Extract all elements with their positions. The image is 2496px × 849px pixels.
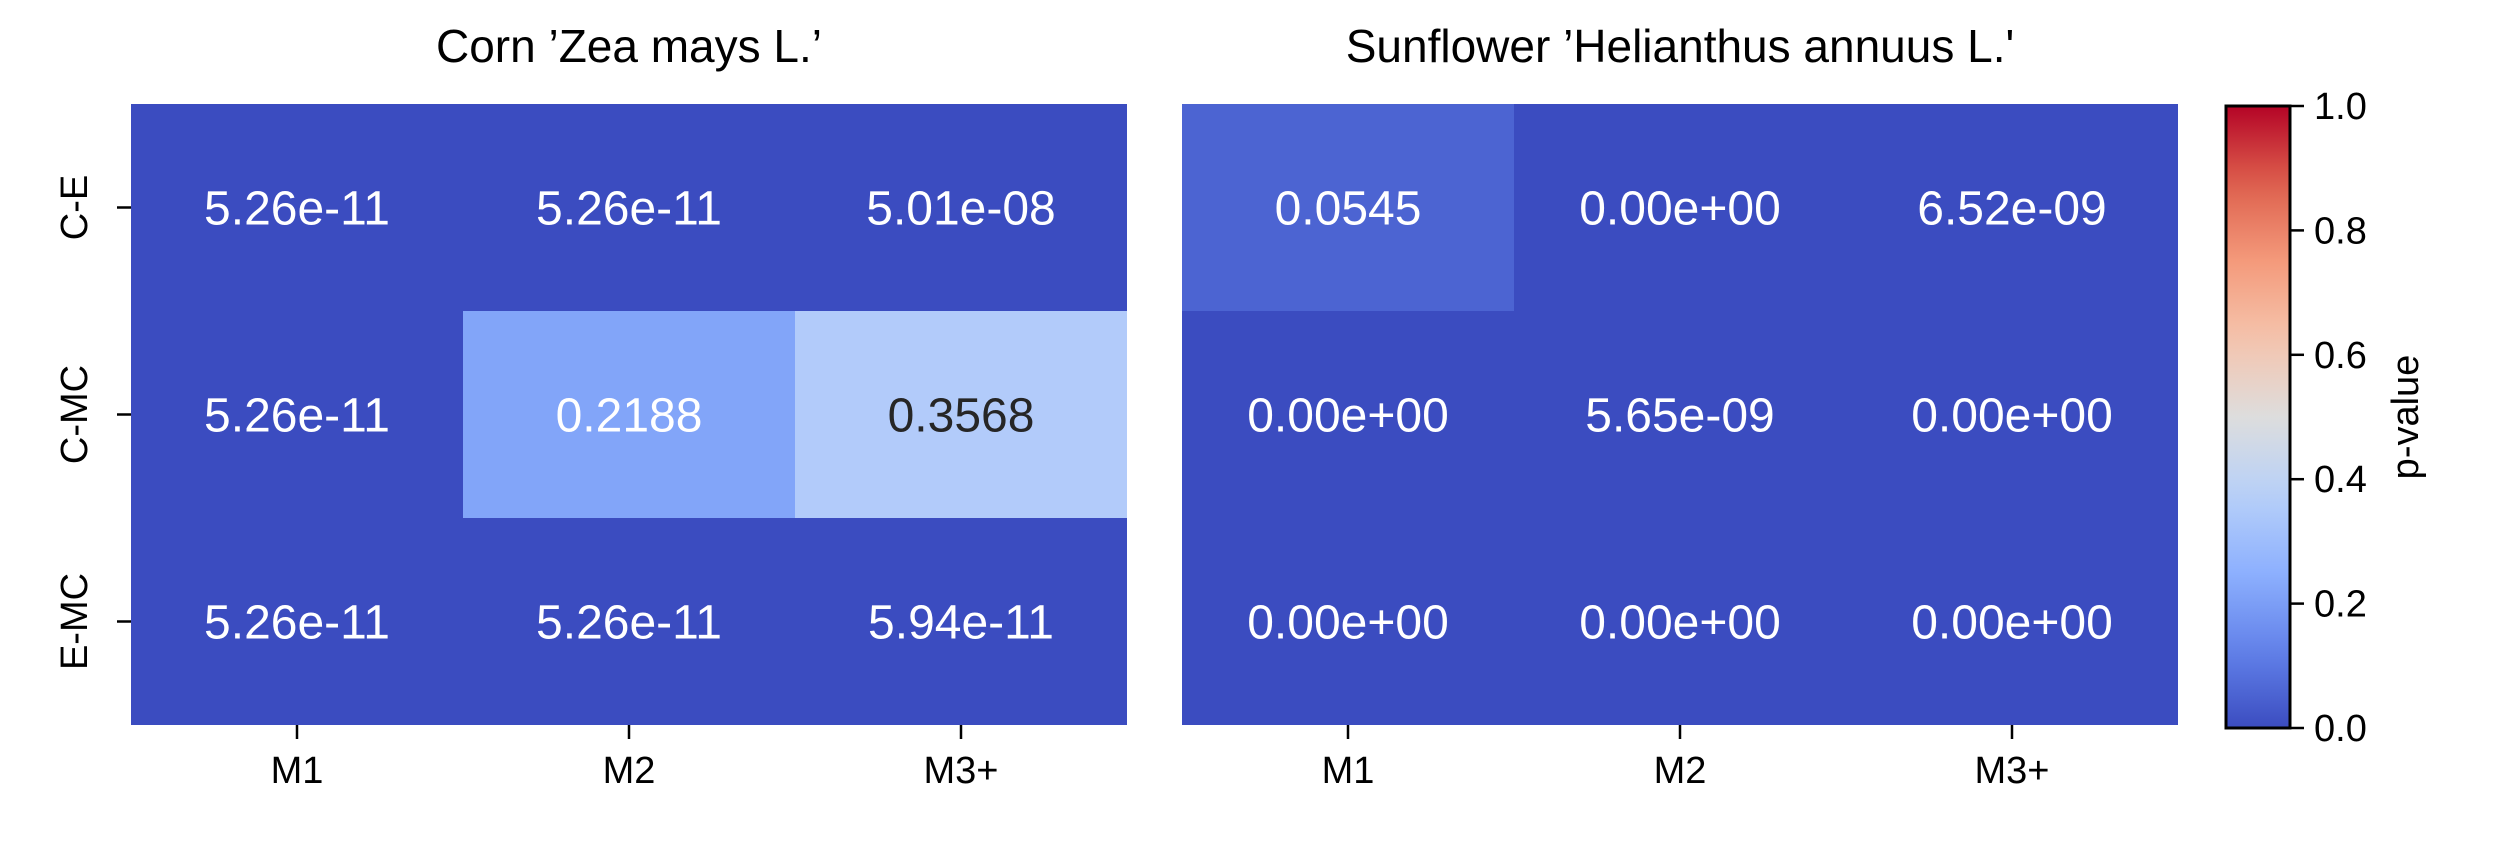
- heatmap-cell: [1514, 311, 1846, 518]
- heatmap-cell: [1182, 104, 1514, 311]
- heatmap-cell: [131, 311, 463, 518]
- cell-annotation: 0.2188: [556, 390, 703, 443]
- x-tick-label: M3+: [924, 750, 999, 792]
- colorbar-tick-label: 0.4: [2314, 459, 2367, 501]
- heatmap-cell: [795, 518, 1127, 725]
- colorbar-tick-label: 1.0: [2314, 86, 2367, 128]
- cell-annotation: 5.26e-11: [536, 597, 722, 650]
- heatmap-cell: [463, 104, 795, 311]
- cell-annotation: 5.26e-11: [204, 183, 390, 236]
- x-tick-label: M2: [603, 750, 656, 792]
- colorbar-label: p-value: [2385, 355, 2427, 480]
- heatmap-cell: [795, 104, 1127, 311]
- colorbar-tick-label: 0.6: [2314, 335, 2367, 377]
- colorbar-gradient: [2226, 106, 2290, 728]
- cell-annotation: 5.26e-11: [204, 390, 390, 443]
- heatmap-cell: [1514, 104, 1846, 311]
- colorbar-frame: [2224, 104, 2292, 730]
- y-tick-label: C-MC: [54, 365, 96, 464]
- cell-annotation: 5.65e-09: [1585, 390, 1775, 443]
- colorbar: 0.0 0.2 0.4 0.6 0.8 1.0 p-value: [2224, 86, 2427, 750]
- cell-annotation: 0.00e+00: [1911, 597, 2113, 650]
- heatmap-cell: [1846, 518, 2178, 725]
- heatmap-cell: [795, 311, 1127, 518]
- cell-annotation: 5.01e-08: [866, 183, 1056, 236]
- colorbar-tick-label: 0.2: [2314, 584, 2367, 626]
- heatmap-cell: [131, 518, 463, 725]
- cell-annotation: 5.26e-11: [536, 183, 722, 236]
- panel-title: Corn ’Zea mays L.’: [436, 20, 822, 72]
- heatmap-cell: [131, 104, 463, 311]
- x-tick-label: M1: [1322, 750, 1375, 792]
- heatmap-cell: [1514, 518, 1846, 725]
- cell-annotation: 0.00e+00: [1579, 183, 1781, 236]
- heatmap-cell: [463, 311, 795, 518]
- heatmap-cell: [1846, 104, 2178, 311]
- heatmap-cell: [1846, 311, 2178, 518]
- cell-annotation: 6.52e-09: [1917, 183, 2107, 236]
- heatmap-panel-2: Sunflower ’Helianthus annuus L.' 0.0545 0.…: [1182, 20, 2178, 792]
- cell-annotation: 5.26e-11: [204, 597, 390, 650]
- y-tick-label: E-MC: [54, 573, 96, 670]
- colorbar-tick-label: 0.0: [2314, 708, 2367, 750]
- y-tick-label: C-E: [54, 175, 96, 240]
- heatmap-panel-1: Corn ’Zea mays L.’ 5.26e-11 5.26e-11 5.01e-…: [54, 20, 1127, 792]
- x-tick-label: M3+: [1975, 750, 2050, 792]
- cell-annotation: 0.00e+00: [1247, 390, 1449, 443]
- heatmap-cell: [463, 518, 795, 725]
- x-tick-label: M1: [271, 750, 324, 792]
- cell-annotation: 0.0545: [1275, 183, 1422, 236]
- cell-annotation: 0.00e+00: [1579, 597, 1781, 650]
- heatmap-cell: [1182, 311, 1514, 518]
- heatmap-cell: [1182, 518, 1514, 725]
- panel-title: Sunflower ’Helianthus annuus L.': [1346, 20, 2015, 72]
- colorbar-tick-label: 0.8: [2314, 210, 2367, 252]
- cell-annotation: 0.3568: [888, 390, 1035, 443]
- x-tick-label: M2: [1654, 750, 1707, 792]
- cell-annotation: 5.94e-11: [868, 597, 1054, 650]
- cell-annotation: 0.00e+00: [1247, 597, 1449, 650]
- cell-annotation: 0.00e+00: [1911, 390, 2113, 443]
